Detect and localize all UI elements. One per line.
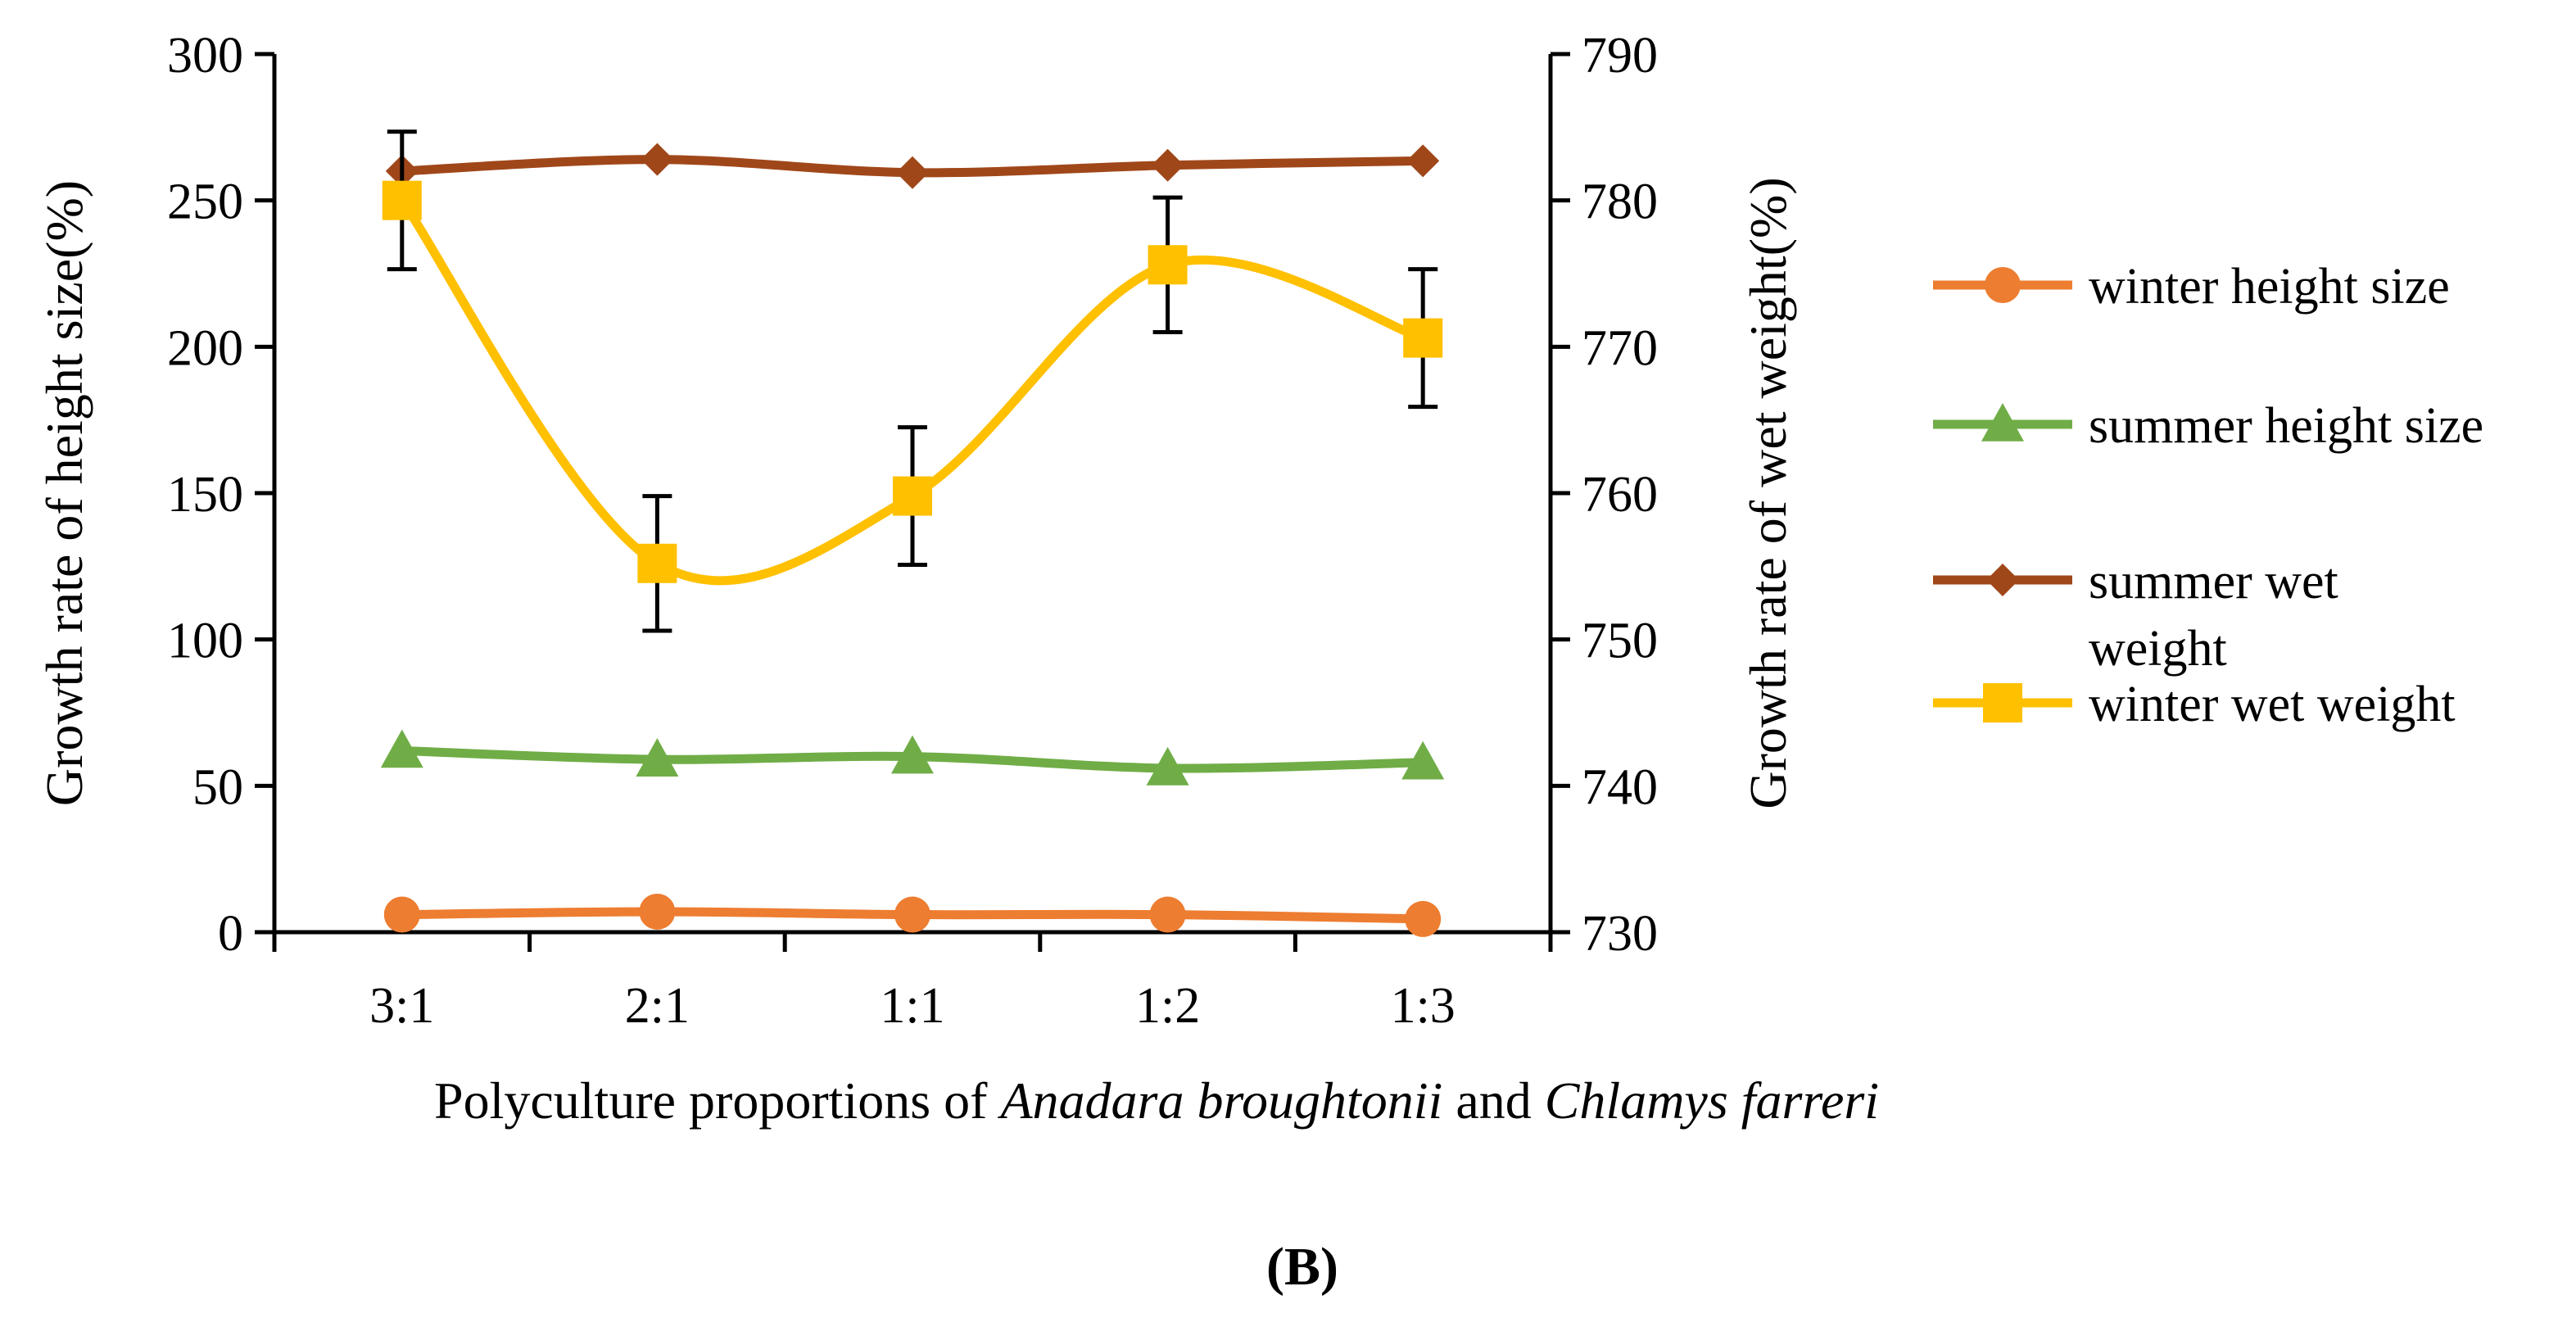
data-point-summer-height-size [1401, 741, 1445, 780]
data-point-winter-wet-weight [1148, 245, 1188, 285]
y-left-tick-label: 0 [218, 906, 243, 962]
y-right-tick-label: 730 [1582, 906, 1658, 962]
y-left-tick-label: 300 [167, 28, 243, 84]
data-point-summer-height-size [380, 729, 423, 768]
legend-label: summer height size [2089, 398, 2483, 454]
legend-swatch-marker [1981, 403, 2024, 442]
legend-label: winter wet weight [2089, 677, 2456, 732]
data-point-summer-height-size [636, 738, 679, 777]
y-left-tick-label: 200 [167, 320, 243, 376]
data-point-winter-height-size [1405, 900, 1442, 937]
legend-item-winter-height-size: winter height size [1933, 259, 2450, 315]
x-axis-title-part: and [1442, 1071, 1544, 1130]
x-tick-label: 2:1 [625, 978, 690, 1034]
series-winter-wet-weight [382, 129, 1443, 633]
data-point-winter-height-size [383, 896, 420, 933]
data-point-summer-wet-weight [1151, 148, 1184, 182]
text-layer: 0 50 100 150 200 250 300 730 740 750 760 770 780 790 3… [35, 28, 1879, 1297]
legend: winter height size summer height size summ… [1933, 259, 2483, 732]
data-point-summer-height-size [1146, 746, 1189, 786]
data-point-summer-wet-weight [1406, 144, 1440, 178]
legend-label: summer wet [2089, 554, 2338, 609]
series-winter-height-size [383, 893, 1442, 937]
series-summer-wet-weight [385, 143, 1440, 189]
x-tick-label: 1:1 [880, 978, 944, 1034]
data-point-winter-wet-weight [1403, 318, 1443, 358]
y-left-tick-label: 100 [167, 614, 243, 669]
x-tick-label: 1:3 [1391, 978, 1456, 1034]
y-left-tick-label: 50 [192, 759, 243, 815]
data-point-winter-wet-weight [382, 180, 422, 220]
x-tick-label: 3:1 [369, 978, 434, 1034]
y-left-axis-title: Growth rate of height size(%) [35, 180, 93, 806]
data-point-winter-wet-weight [637, 543, 677, 583]
y-left-tick-label: 150 [167, 467, 243, 523]
data-point-winter-height-size [894, 896, 930, 933]
panel-label: (B) [1266, 1237, 1338, 1297]
data-point-summer-wet-weight [641, 143, 674, 176]
x-axis-title-part: Anadara broughtonii [997, 1071, 1442, 1130]
x-axis-title-part: Chlamys farreri [1545, 1071, 1879, 1130]
data-point-winter-wet-weight [893, 476, 932, 516]
y-right-tick-label: 770 [1582, 320, 1658, 376]
y-right-tick-label: 740 [1582, 759, 1658, 815]
y-right-axis-title: Growth rate of wet weight(%) [1739, 177, 1797, 808]
legend-label: winter height size [2089, 259, 2450, 315]
series-layer [380, 129, 1445, 937]
legend-item-summer-wet-weight: summer wet weight [1933, 554, 2338, 677]
legend-item-winter-wet-weight: winter wet weight [1933, 677, 2456, 732]
x-axis-title: Polyculture proportions of Anadara broug… [434, 1071, 1879, 1130]
x-tick-label: 1:2 [1135, 978, 1200, 1034]
legend-item-summer-height-size: summer height size [1933, 398, 2483, 454]
y-right-tick-label: 760 [1582, 467, 1658, 523]
legend-swatch-marker [1983, 683, 2022, 722]
y-right-tick-label: 790 [1582, 28, 1658, 84]
data-point-summer-height-size [891, 735, 934, 774]
series-summer-height-size [380, 729, 1445, 786]
x-axis-title-part: Polyculture proportions of [434, 1071, 1000, 1130]
legend-swatch-marker [1986, 564, 2019, 596]
data-point-summer-wet-weight [896, 156, 929, 189]
data-point-winter-height-size [1149, 896, 1186, 933]
y-left-tick-label: 250 [167, 174, 243, 230]
y-right-tick-label: 780 [1582, 174, 1658, 230]
data-point-winter-height-size [639, 893, 676, 930]
legend-swatch-marker [1985, 267, 2021, 303]
y-right-tick-label: 750 [1582, 614, 1658, 669]
legend-label: weight [2089, 621, 2227, 677]
